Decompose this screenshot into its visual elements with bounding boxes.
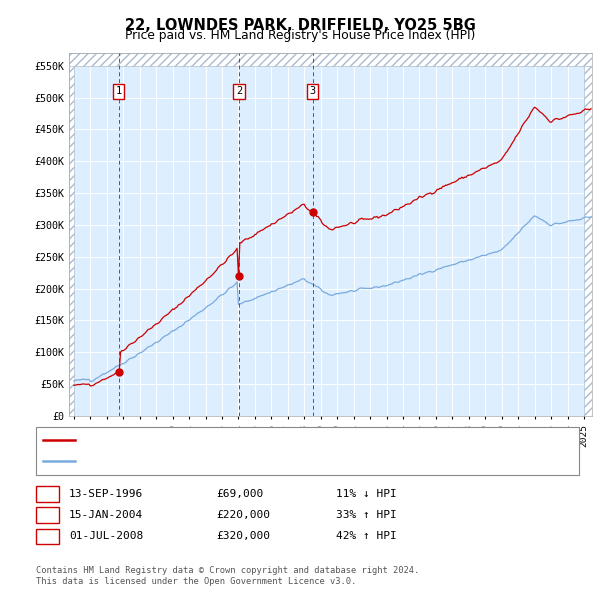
Text: Contains HM Land Registry data © Crown copyright and database right 2024.
This d: Contains HM Land Registry data © Crown c… [36,566,419,586]
Text: 1: 1 [115,86,122,96]
Bar [584,53,592,416]
Text: HPI: Average price, detached house, East Riding of Yorkshire: HPI: Average price, detached house, East… [81,457,441,467]
Text: 01-JUL-2008: 01-JUL-2008 [69,532,143,541]
Bar [69,53,592,66]
Text: Price paid vs. HM Land Registry's House Price Index (HPI): Price paid vs. HM Land Registry's House … [125,30,475,42]
Text: 2: 2 [44,510,51,520]
Text: 22, LOWNDES PARK, DRIFFIELD, YO25 5BG: 22, LOWNDES PARK, DRIFFIELD, YO25 5BG [125,18,475,32]
Text: 33% ↑ HPI: 33% ↑ HPI [336,510,397,520]
Text: 15-JAN-2004: 15-JAN-2004 [69,510,143,520]
Bar [69,53,74,416]
Text: £69,000: £69,000 [216,489,263,499]
Text: 1: 1 [44,489,51,499]
Text: £220,000: £220,000 [216,510,270,520]
Text: 3: 3 [44,532,51,541]
Text: 11% ↓ HPI: 11% ↓ HPI [336,489,397,499]
Text: 2: 2 [236,86,242,96]
Text: £320,000: £320,000 [216,532,270,541]
Text: 42% ↑ HPI: 42% ↑ HPI [336,532,397,541]
Text: 22, LOWNDES PARK, DRIFFIELD, YO25 5BG (detached house): 22, LOWNDES PARK, DRIFFIELD, YO25 5BG (d… [81,435,405,445]
Text: 3: 3 [310,86,316,96]
Text: 13-SEP-1996: 13-SEP-1996 [69,489,143,499]
